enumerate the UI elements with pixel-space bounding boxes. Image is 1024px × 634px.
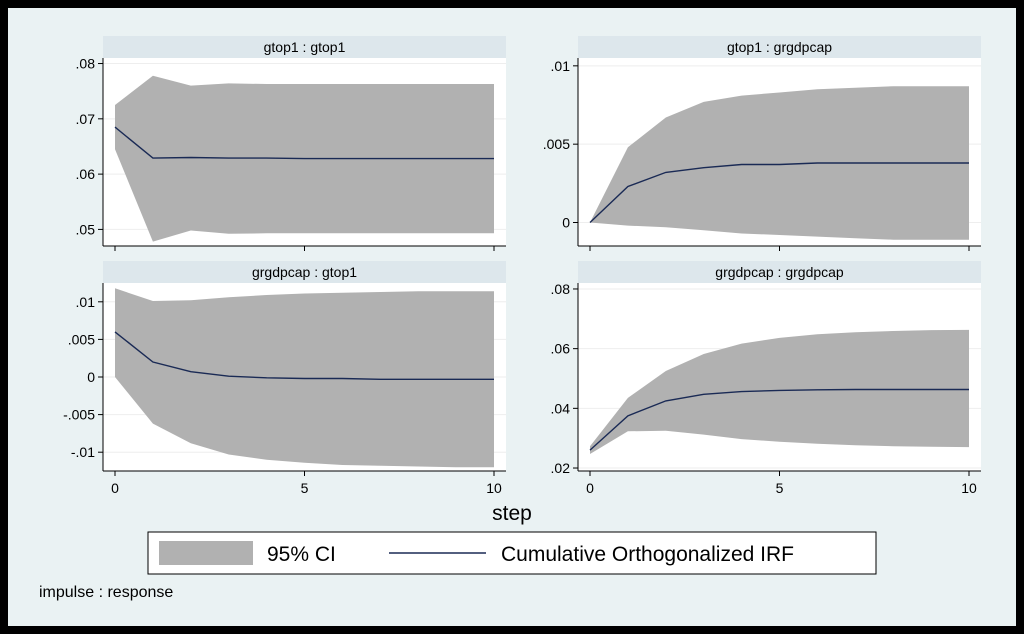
legend-box bbox=[147, 531, 877, 575]
irf-line bbox=[114, 126, 494, 160]
legend-ci-swatch bbox=[159, 541, 253, 565]
y-tick-label: .02 bbox=[551, 460, 571, 476]
panel-1: gtop1 : gtop1 .05 .06 .07 .08 bbox=[76, 36, 506, 251]
y-tick-label: -.01 bbox=[71, 444, 95, 460]
panel-title: grgdpcap : grgdpcap bbox=[715, 264, 844, 280]
y-tick-label: .005 bbox=[543, 136, 570, 152]
x-tick-label: 5 bbox=[301, 480, 309, 496]
legend-irf-label: Cumulative Orthogonalized IRF bbox=[501, 543, 794, 566]
y-tick-label: .01 bbox=[76, 294, 96, 310]
y-tick-label: .05 bbox=[76, 221, 96, 237]
ci-band bbox=[115, 288, 494, 468]
legend: 95% CI Cumulative Orthogonalized IRF bbox=[147, 531, 877, 575]
panel-title: gtop1 : grgdpcap bbox=[727, 39, 832, 55]
y-tick-label: .005 bbox=[68, 331, 95, 347]
figure-frame: gtop1 : gtop1 .05 .06 .07 .08 gtop1 : grgdpca… bbox=[8, 8, 1016, 626]
panel-4: grgdpcap : grgdpcap .02 .04 .06 .08 0 5 10 bbox=[551, 261, 981, 496]
panel-3: grgdpcap : gtop1 -.01 -.005 0 .005 .01 0 5 10 bbox=[63, 261, 506, 496]
y-tick-label: 0 bbox=[87, 369, 95, 385]
irf-figure: gtop1 : gtop1 .05 .06 .07 .08 gtop1 : grgdpca… bbox=[39, 36, 981, 601]
y-tick-label: .01 bbox=[551, 58, 571, 74]
x-tick-label: 0 bbox=[111, 480, 119, 496]
irf-line bbox=[114, 331, 494, 380]
irf-line bbox=[589, 162, 969, 224]
x-tick-label: 10 bbox=[486, 480, 502, 496]
ci-band bbox=[590, 86, 969, 240]
y-tick-label: .08 bbox=[76, 56, 96, 72]
panel-2: gtop1 : grgdpcap 0 .005 .01 bbox=[543, 36, 981, 251]
y-tick-label: 0 bbox=[562, 215, 570, 231]
panel-title: grgdpcap : gtop1 bbox=[252, 264, 357, 280]
y-tick-label: .04 bbox=[551, 400, 571, 416]
x-axis-title: step bbox=[492, 502, 532, 525]
impulse-response-note: impulse : response bbox=[39, 584, 173, 601]
panel-title-strip bbox=[103, 261, 506, 283]
panel-title-strip bbox=[578, 261, 981, 283]
ci-band bbox=[590, 329, 969, 454]
panel-title-strip bbox=[578, 36, 981, 58]
x-tick-label: 5 bbox=[776, 480, 784, 496]
y-tick-label: -.005 bbox=[63, 407, 95, 423]
x-tick-label: 0 bbox=[586, 480, 594, 496]
y-tick-label: .07 bbox=[76, 111, 96, 127]
y-tick-label: .06 bbox=[551, 341, 571, 357]
legend-ci-label: 95% CI bbox=[267, 543, 336, 566]
y-tick-label: .06 bbox=[76, 166, 96, 182]
irf-line bbox=[589, 388, 969, 451]
x-tick-label: 10 bbox=[961, 480, 977, 496]
y-tick-label: .08 bbox=[551, 281, 571, 297]
panel-title: gtop1 : gtop1 bbox=[264, 39, 346, 55]
panel-title-strip bbox=[103, 36, 506, 58]
